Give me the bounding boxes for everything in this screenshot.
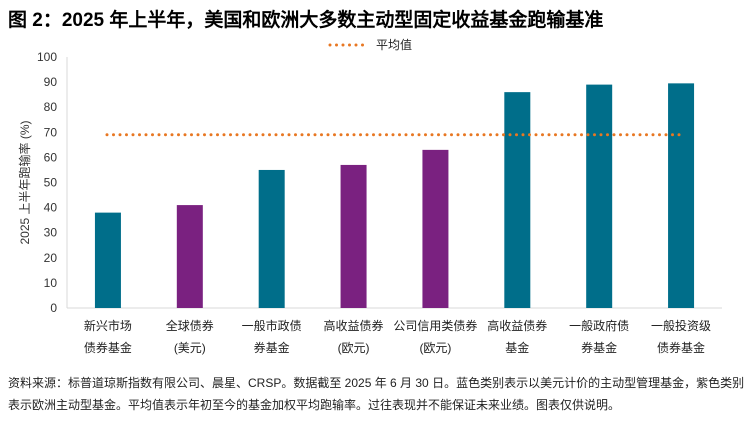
y-tick-label: 10 <box>44 276 58 290</box>
bar <box>340 164 367 308</box>
x-tick-label: (欧元) <box>419 341 451 355</box>
bar <box>668 83 695 308</box>
x-tick-label: 一般市政债 <box>242 318 302 333</box>
footnote: 资料来源：标普道琼斯指数有限公司、晨星、CRSP。数据截至 2025 年 6 月… <box>8 376 745 412</box>
y-tick-label: 60 <box>44 150 58 164</box>
x-tick-label: 高收益债券 <box>487 318 547 333</box>
x-tick-label: 券基金 <box>581 340 617 355</box>
bar-chart: 0 10 20 30 40 50 60 70 80 90 100 2025 上半年跑输率 (%) 新兴市… <box>17 37 722 355</box>
bar <box>586 84 613 308</box>
x-tick-label: 基金 <box>505 340 529 355</box>
bar <box>94 212 121 308</box>
y-axis-title: 2025 上半年跑输率 (%) <box>17 120 32 244</box>
x-tick-label: 债券基金 <box>657 340 705 355</box>
bar <box>258 169 285 308</box>
chart-title: 图 2：2025 年上半年，美国和欧洲大多数主动型固定收益基金跑输基准 <box>8 10 604 31</box>
y-tick-label: 40 <box>44 201 58 215</box>
y-tick-label: 0 <box>50 301 57 315</box>
y-tick-label: 80 <box>44 100 58 114</box>
x-tick-label: 新兴市场 <box>84 318 132 333</box>
x-tick-label: 券基金 <box>254 340 290 355</box>
x-tick-label: 一般政府债 <box>569 318 629 333</box>
x-tick-label: 高收益债券 <box>324 318 384 333</box>
bar <box>422 149 449 308</box>
y-tick-label: 50 <box>44 176 58 190</box>
y-tick-label: 20 <box>44 251 58 265</box>
y-tick-label: 90 <box>44 75 58 89</box>
legend-average-label: 平均值 <box>376 37 412 52</box>
x-tick-label: 一般投资级 <box>651 318 711 333</box>
x-tick-label: 全球债券 <box>166 318 214 333</box>
y-tick-label: 100 <box>37 50 57 64</box>
bar <box>176 205 203 308</box>
x-tick-label: (欧元) <box>338 341 370 355</box>
x-tick-label: (美元) <box>174 341 206 355</box>
bar <box>504 92 531 308</box>
x-tick-label: 债券基金 <box>84 340 132 355</box>
y-tick-label: 70 <box>44 125 58 139</box>
x-tick-label: 公司信用类债券 <box>393 318 477 333</box>
y-tick-label: 30 <box>44 226 58 240</box>
